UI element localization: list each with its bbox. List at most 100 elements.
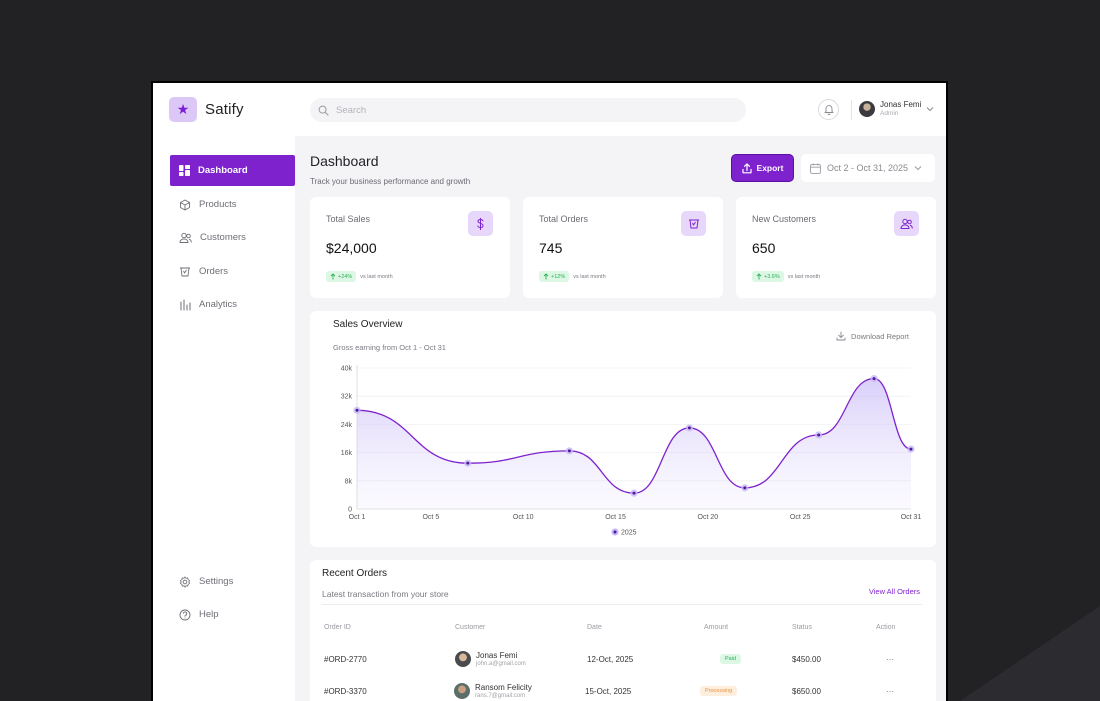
chart-subtitle: Gross earning from Oct 1 - Oct 31 [333, 343, 446, 352]
sidebar-item-customers[interactable]: Customers [170, 222, 295, 253]
customer-email: rans.7@gmail.com [475, 693, 526, 699]
arrow-up-icon [330, 273, 336, 280]
order-date: 12-Oct, 2025 [587, 654, 634, 664]
order-date: 15-Oct, 2025 [585, 686, 632, 696]
customer-name: Jonas Femi [476, 651, 518, 660]
basket-icon [681, 211, 706, 236]
page-subtitle: Track your business performance and grow… [310, 177, 471, 186]
row-action-menu[interactable]: ··· [886, 686, 894, 696]
x-tick-label: Oct 1 [349, 514, 366, 521]
sidebar-item-label: Orders [199, 266, 229, 277]
y-tick-label: 40k [341, 366, 353, 373]
stat-label: New Customers [752, 214, 817, 224]
x-tick-label: Oct 31 [901, 514, 922, 521]
user-role: Admin [880, 110, 899, 117]
download-label: Download Report [851, 331, 909, 341]
data-point [909, 447, 913, 451]
stat-label: Total Sales [326, 214, 371, 224]
stat-label: Total Orders [539, 214, 589, 224]
column-header-action[interactable]: Action [876, 624, 896, 631]
bell-icon [824, 105, 833, 115]
y-tick-label: 16k [341, 450, 353, 457]
column-header-order-id[interactable]: Order ID [324, 624, 351, 631]
stat-card-total-orders: Total Orders 745 +12% vs last month [523, 197, 723, 298]
x-tick-label: Oct 15 [605, 514, 626, 521]
sidebar-item-label: Help [199, 609, 219, 620]
customer-name: Ransom Felicity [475, 683, 532, 692]
area-fill [357, 378, 911, 509]
data-point [872, 377, 876, 381]
sidebar-item-settings[interactable]: Settings [170, 566, 295, 597]
table-row[interactable]: #ORD-2770 Jonas Femi john.a@gmail.com 12… [310, 644, 936, 674]
arrow-up-icon [543, 273, 549, 280]
column-header-status[interactable]: Status [792, 624, 812, 631]
download-report-button[interactable]: Download Report [836, 331, 909, 341]
x-tick-label: Oct 20 [698, 514, 719, 521]
divider [851, 100, 852, 120]
sidebar: Dashboard Products Customers Orders Anal… [153, 136, 295, 701]
bar-chart-icon [180, 299, 191, 310]
orders-subtitle: Latest transaction from your store [322, 589, 449, 599]
avatar [859, 100, 875, 117]
order-amount: $450.00 [792, 654, 821, 664]
star-icon: ★ [169, 97, 197, 122]
sidebar-item-label: Analytics [199, 299, 238, 310]
sidebar-item-products[interactable]: Products [170, 189, 295, 220]
column-header-date[interactable]: Date [587, 624, 602, 631]
grid-icon [179, 165, 190, 176]
divider [322, 604, 922, 605]
sidebar-item-analytics[interactable]: Analytics [170, 289, 295, 320]
trend-badge: +12% [539, 271, 570, 282]
chevron-down-icon [927, 106, 934, 111]
basket-icon [180, 267, 190, 276]
stat-trend: +24% vs last month [326, 271, 393, 282]
notification-button[interactable] [818, 99, 839, 120]
trend-note: vs last month [360, 273, 393, 280]
search-input[interactable] [336, 104, 716, 116]
status-badge: Processing [700, 686, 738, 696]
top-bar: ★ Satify Jonas Femi Admin [153, 83, 946, 136]
stat-card-total-sales: Total Sales $24,000 +24% vs last month [310, 197, 510, 298]
stat-value: $24,000 [326, 240, 377, 256]
column-header-customer[interactable]: Customer [455, 624, 486, 631]
page-title: Dashboard [310, 153, 379, 169]
trend-value: +12% [551, 273, 566, 280]
sidebar-item-label: Products [199, 199, 237, 210]
orders-title: Recent Orders [322, 568, 388, 579]
status-badge: Paid [720, 654, 742, 664]
search-bar[interactable] [310, 98, 746, 122]
user-menu[interactable]: Jonas Femi Admin [859, 100, 934, 117]
column-header-amount[interactable]: Amount [704, 624, 729, 631]
data-point [466, 461, 470, 465]
sidebar-item-label: Settings [199, 576, 234, 587]
trend-note: vs last month [787, 273, 821, 280]
table-row[interactable]: #ORD-3370 Ransom Felicity rans.7@gmail.c… [310, 676, 936, 701]
customer-cell: Ransom Felicity rans.7@gmail.com [454, 676, 532, 701]
avatar [455, 651, 471, 667]
status-badge-cell: Processing [700, 676, 738, 701]
brand-name: Satify [205, 101, 244, 118]
calendar-icon [810, 163, 821, 174]
sidebar-item-orders[interactable]: Orders [170, 256, 295, 287]
avatar [454, 683, 470, 699]
sidebar-item-help[interactable]: Help [170, 599, 295, 630]
help-icon [179, 609, 191, 620]
date-range-picker[interactable]: Oct 2 - Oct 31, 2025 [801, 154, 935, 182]
brand-logo[interactable]: ★ Satify [169, 97, 244, 122]
stat-value: 650 [752, 240, 776, 256]
sidebar-item-dashboard[interactable]: Dashboard [170, 155, 295, 186]
trend-value: +3.6% [764, 273, 780, 280]
trend-badge: +3.6% [752, 271, 784, 282]
row-action-menu[interactable]: ··· [886, 654, 894, 664]
export-button[interactable]: Export [731, 154, 794, 182]
gear-icon [180, 575, 190, 588]
y-tick-label: 24k [341, 422, 353, 429]
y-tick-label: 0 [348, 507, 352, 514]
x-tick-label: Oct 5 [422, 514, 439, 521]
stat-value: 745 [539, 240, 563, 256]
view-all-orders-link[interactable]: View All Orders [868, 587, 920, 596]
x-tick-label: Oct 25 [790, 514, 811, 521]
search-icon [318, 105, 329, 116]
order-amount: $650.00 [792, 686, 821, 696]
y-tick-label: 32k [341, 394, 353, 401]
